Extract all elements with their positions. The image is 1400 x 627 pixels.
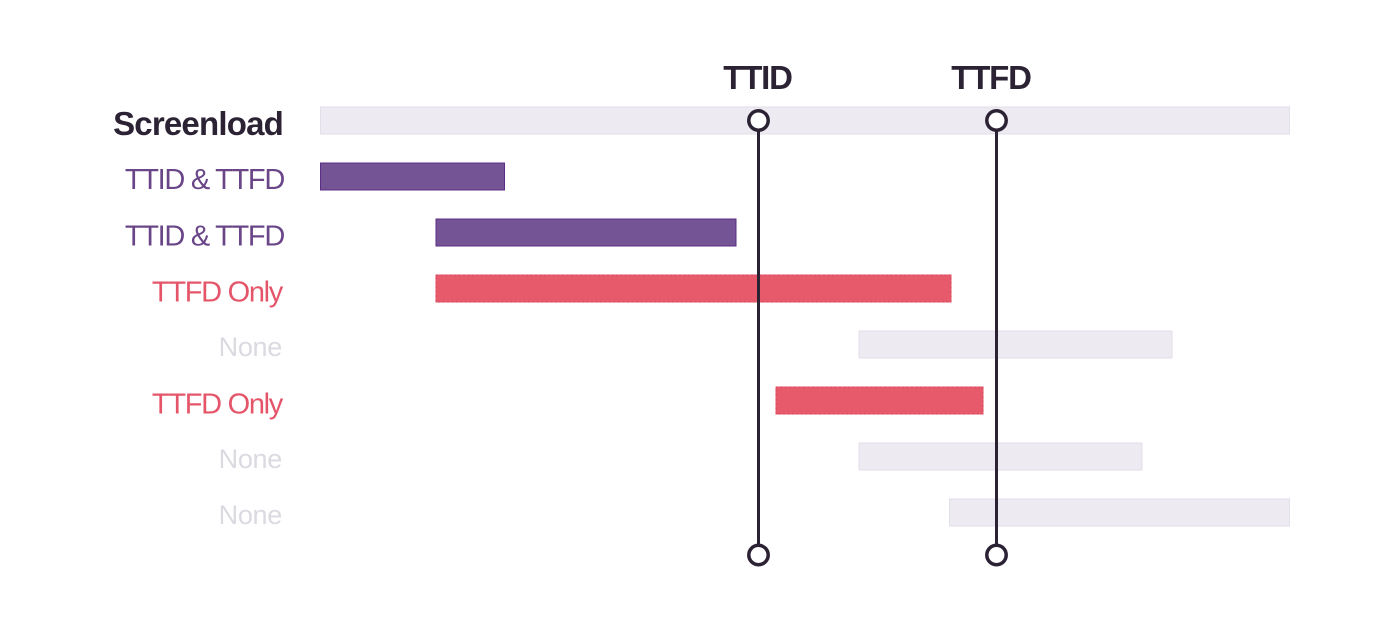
svg-text:TTFD Only: TTFD Only bbox=[152, 389, 284, 421]
svg-text:None: None bbox=[219, 444, 282, 474]
svg-text:None: None bbox=[219, 332, 282, 362]
svg-text:TTID & TTFD: TTID & TTFD bbox=[125, 164, 285, 196]
svg-text:None: None bbox=[219, 500, 282, 530]
svg-text:TTID: TTID bbox=[723, 59, 792, 96]
svg-text:Screenload: Screenload bbox=[113, 105, 283, 142]
svg-text:TTFD Only: TTFD Only bbox=[152, 277, 284, 309]
svg-text:TTID & TTFD: TTID & TTFD bbox=[125, 221, 285, 253]
svg-text:TTFD: TTFD bbox=[951, 59, 1031, 96]
